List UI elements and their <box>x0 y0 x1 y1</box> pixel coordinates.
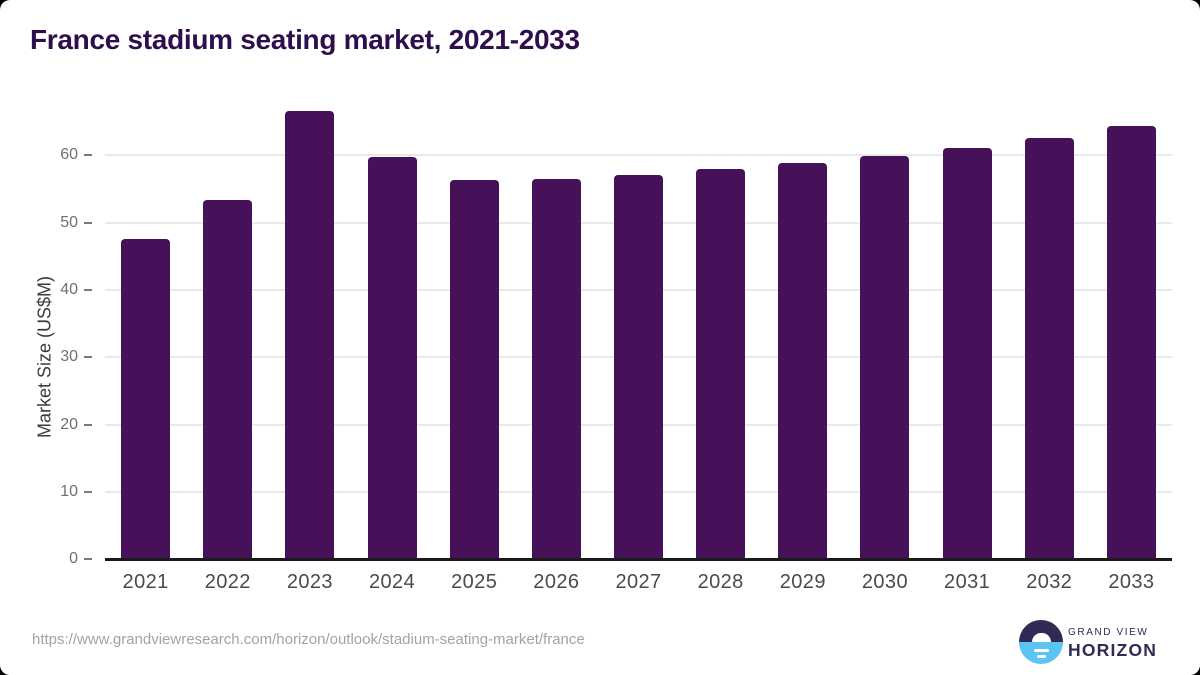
bar-2027 <box>614 174 663 560</box>
logo-product-name: HORIZON <box>1068 640 1158 660</box>
source-url: https://www.grandviewresearch.com/horizo… <box>32 631 585 648</box>
x-tick-label-2029: 2029 <box>779 571 826 593</box>
y-tickmark-0 <box>84 558 92 561</box>
x-axis-line <box>105 557 1172 561</box>
x-tick-label-2024: 2024 <box>369 571 416 593</box>
x-tick-label-2030: 2030 <box>861 571 908 593</box>
bar-2033 <box>1106 126 1156 560</box>
bar-2028 <box>696 168 746 560</box>
x-tick-label-2025: 2025 <box>451 571 498 593</box>
y-tick-label-60: 60 <box>60 146 78 164</box>
chart-title: France stadium seating market, 2021-2033 <box>30 24 580 55</box>
bar-2025 <box>449 180 499 560</box>
y-tickmark-30 <box>84 356 92 359</box>
grand-view-horizon-logo: GRAND VIEW HORIZON <box>1019 620 1169 666</box>
y-tick-label-50: 50 <box>60 213 78 231</box>
bar-2030 <box>860 155 910 560</box>
logo-brand-name: GRAND VIEW <box>1068 627 1149 638</box>
x-tick-label-2032: 2032 <box>1026 571 1073 593</box>
x-tick-label-2033: 2033 <box>1108 571 1155 593</box>
bar-2024 <box>367 156 417 560</box>
y-tick-label-30: 30 <box>60 348 78 366</box>
bar-2031 <box>942 148 992 560</box>
x-tick-label-2021: 2021 <box>122 571 169 593</box>
y-tick-label-40: 40 <box>60 280 78 298</box>
bar-2022 <box>203 199 253 560</box>
bar-2023 <box>285 110 335 560</box>
y-tickmark-60 <box>84 154 92 157</box>
x-tick-label-2027: 2027 <box>615 571 662 593</box>
x-tick-label-2022: 2022 <box>204 571 251 593</box>
x-tick-label-2026: 2026 <box>533 571 580 593</box>
bar-2029 <box>778 162 828 560</box>
y-tickmark-50 <box>84 221 92 224</box>
logo-text: GRAND VIEW HORIZON <box>1068 627 1157 661</box>
x-tick-label-2028: 2028 <box>697 571 744 593</box>
bar-2032 <box>1024 138 1074 560</box>
bar-2026 <box>531 178 581 560</box>
y-tick-label-0: 0 <box>69 550 78 568</box>
bar-2021 <box>121 238 171 560</box>
y-tickmark-40 <box>84 288 92 291</box>
sun-reflection-dash <box>1036 655 1046 658</box>
horizon-sun-icon <box>1019 620 1063 664</box>
sun-reflection-dash <box>1033 649 1049 652</box>
gridline-60 <box>105 154 1172 157</box>
x-tick-label-2023: 2023 <box>286 571 333 593</box>
x-tick-label-2031: 2031 <box>944 571 991 593</box>
y-tick-label-10: 10 <box>60 482 78 500</box>
y-tickmark-20 <box>84 423 92 426</box>
sun-dome-shape <box>1031 632 1051 642</box>
y-tickmark-10 <box>84 490 92 493</box>
y-tick-label-20: 20 <box>60 415 78 433</box>
